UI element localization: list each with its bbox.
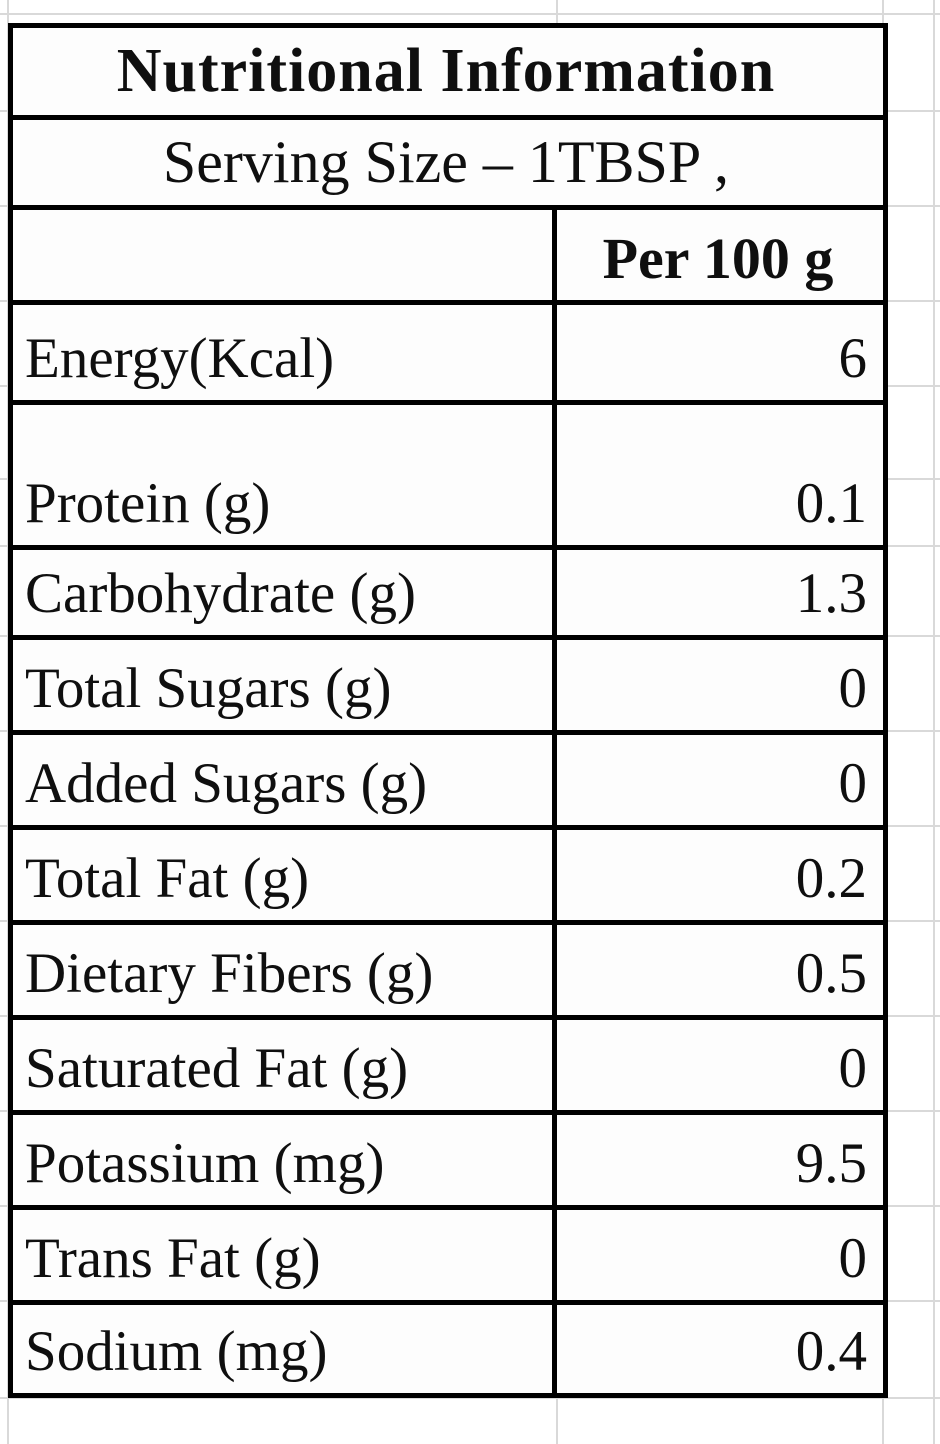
nutrient-label: Added Sugars (g) [8,730,557,830]
gridline-vertical [7,0,9,1444]
nutrition-table: Nutritional Information Serving Size – 1… [8,23,888,1398]
nutrient-label: Total Sugars (g) [8,635,557,735]
table-row: Saturated Fat (g) 0 [8,1015,888,1115]
nutrient-value: 0.1 [552,400,888,550]
nutrient-label: Total Fat (g) [8,825,557,925]
nutrient-value: 0 [552,635,888,735]
gridline-horizontal [0,1397,940,1399]
table-row: Dietary Fibers (g) 0.5 [8,920,888,1020]
title-row: Nutritional Information [8,23,888,120]
table-row: Trans Fat (g) 0 [8,1205,888,1305]
serving-size-row: Serving Size – 1TBSP , [8,115,888,210]
table-row: Total Sugars (g) 0 [8,635,888,735]
nutrient-value: 0.4 [552,1300,888,1398]
per-100g-header: Per 100 g [552,205,888,305]
gridline-horizontal [0,13,940,15]
table-row: Protein (g) 0.1 [8,400,888,550]
nutrient-label: Potassium (mg) [8,1110,557,1210]
serving-size-text: Serving Size – 1TBSP , [8,115,888,210]
table-row: Energy(Kcal) 6 [8,300,888,405]
nutrient-value: 0 [552,730,888,830]
nutrient-value: 0.5 [552,920,888,1020]
table-row: Potassium (mg) 9.5 [8,1110,888,1210]
table-row: Total Fat (g) 0.2 [8,825,888,925]
table-title: Nutritional Information [8,23,888,120]
nutrient-label: Trans Fat (g) [8,1205,557,1305]
nutrient-label: Dietary Fibers (g) [8,920,557,1020]
nutrient-label: Carbohydrate (g) [8,545,557,640]
nutrient-label: Saturated Fat (g) [8,1015,557,1115]
nutrient-label: Energy(Kcal) [8,300,557,405]
nutrient-value: 0 [552,1015,888,1115]
table-row: Sodium (mg) 0.4 [8,1300,888,1398]
table-row: Added Sugars (g) 0 [8,730,888,830]
column-header-row: Per 100 g [8,205,888,305]
nutrient-value: 1.3 [552,545,888,640]
blank-header-cell [8,205,557,305]
table-row: Carbohydrate (g) 1.3 [8,545,888,640]
nutrient-value: 6 [552,300,888,405]
nutrient-value: 9.5 [552,1110,888,1210]
nutrient-label: Sodium (mg) [8,1300,557,1398]
nutrient-value: 0.2 [552,825,888,925]
nutrient-value: 0 [552,1205,888,1305]
nutrient-label: Protein (g) [8,400,557,550]
gridline-vertical [933,0,935,1444]
